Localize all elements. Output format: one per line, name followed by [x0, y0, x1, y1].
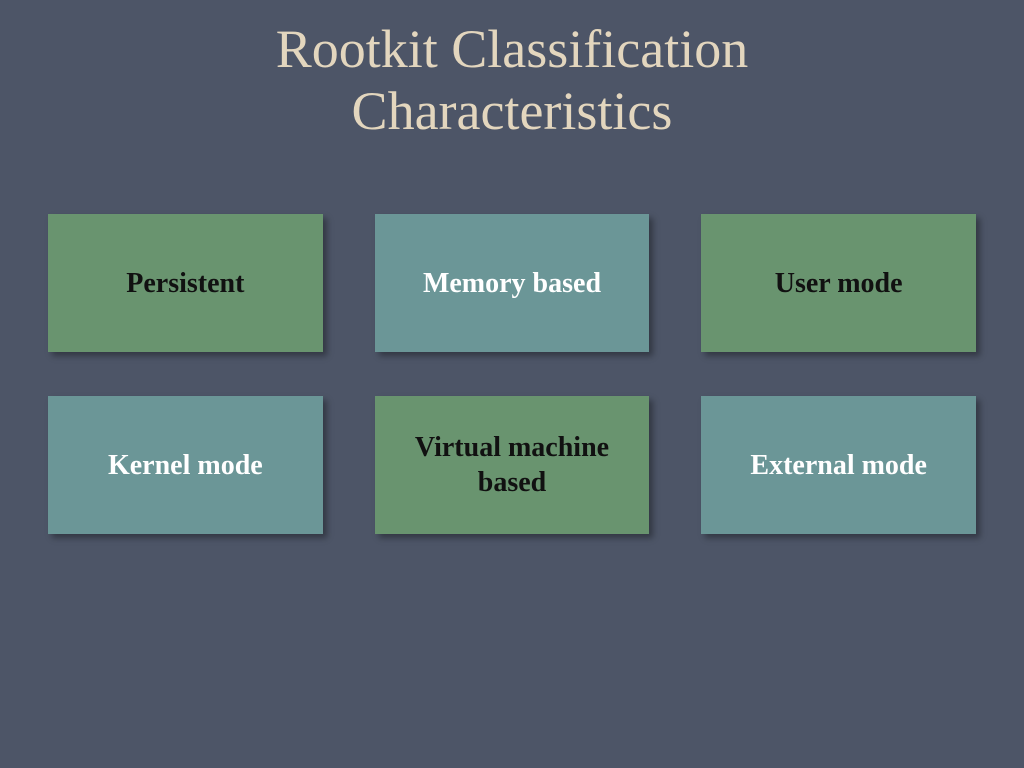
cell-kernel-mode: Kernel mode	[48, 396, 323, 534]
cell-label: Persistent	[126, 266, 244, 301]
cell-user-mode: User mode	[701, 214, 976, 352]
slide-title: Rootkit Classification Characteristics	[276, 0, 748, 142]
cell-label: External mode	[750, 448, 927, 483]
title-line-1: Rootkit Classification	[276, 19, 748, 79]
cell-label: Virtual machine based	[387, 430, 638, 500]
cell-label: Memory based	[423, 266, 601, 301]
cell-external-mode: External mode	[701, 396, 976, 534]
cell-memory-based: Memory based	[375, 214, 650, 352]
cell-persistent: Persistent	[48, 214, 323, 352]
cell-virtual-machine-based: Virtual machine based	[375, 396, 650, 534]
title-line-2: Characteristics	[352, 81, 673, 141]
classification-grid: Persistent Memory based User mode Kernel…	[0, 214, 1024, 534]
cell-label: User mode	[775, 266, 903, 301]
cell-label: Kernel mode	[108, 448, 263, 483]
